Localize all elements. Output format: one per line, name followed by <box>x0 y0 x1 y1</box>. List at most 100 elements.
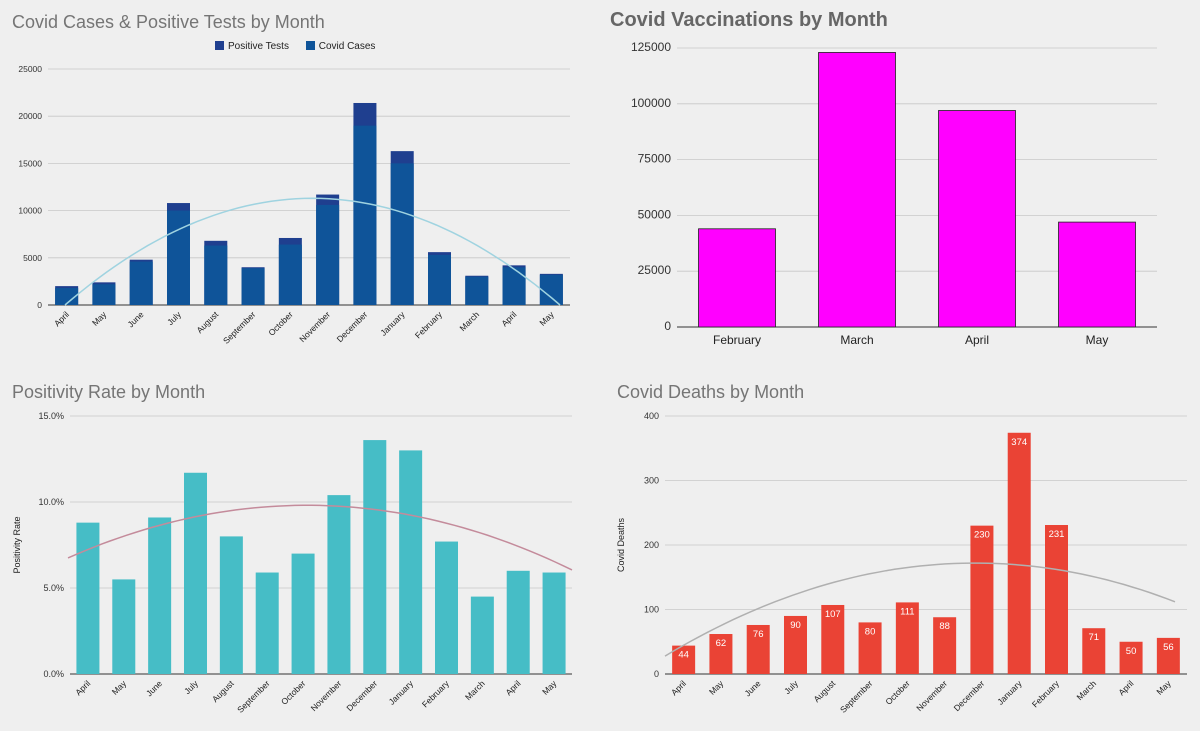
cases-chart-title: Covid Cases & Positive Tests by Month <box>12 12 325 32</box>
deaths-bar <box>1007 432 1031 674</box>
vacc-chart-group: 0 25000 50000 75000 100000 125000 February Marc… <box>631 40 1157 347</box>
deaths-bar <box>1119 641 1143 674</box>
deaths-bar <box>895 602 919 674</box>
pos-bar <box>112 579 136 674</box>
deaths-trendline <box>664 562 1176 657</box>
cases-ytick-label: 0 <box>37 300 42 310</box>
pos-xtick-label: December <box>344 678 379 713</box>
pos-xtick-label: October <box>279 678 308 707</box>
cases-bar-covid-cases <box>316 204 340 305</box>
deaths-ytick-label: 0 <box>654 669 659 679</box>
pos-xtick-label: March <box>463 678 487 702</box>
legend-covid-cases-label: Covid Cases <box>318 41 376 52</box>
deaths-xtick-label: January <box>995 678 1024 707</box>
cases-xtick-label: November <box>297 309 332 344</box>
cases-chart-group: 0 5000 10000 15000 20000 25000 April May June Jul… <box>18 64 570 346</box>
deaths-bar <box>821 604 845 674</box>
cases-bar-covid-cases <box>390 163 414 305</box>
deaths-ytick-label: 100 <box>644 605 659 615</box>
cases-xtick-label: August <box>194 309 220 335</box>
cases-xtick-label: October <box>266 309 295 338</box>
cases-bar-covid-cases <box>55 288 79 305</box>
pos-bar <box>255 572 279 674</box>
pos-xtick-label: September <box>235 678 272 715</box>
vacc-bar <box>698 228 776 328</box>
cases-bar-covid-cases <box>539 274 563 305</box>
deaths-xtick-label: October <box>883 678 912 707</box>
pos-bar <box>399 450 423 674</box>
vacc-bar <box>818 52 896 328</box>
pos-ylabel: Positivity Rate <box>12 516 22 573</box>
pos-ytick-label: 15.0% <box>38 411 64 421</box>
cases-xtick-label: April <box>499 309 518 328</box>
vacc-bar <box>938 110 1016 328</box>
cases-ytick-label: 10000 <box>18 206 42 216</box>
deaths-data-label: 62 <box>716 638 727 649</box>
vacc-chart-title: Covid Vaccinations by Month <box>610 9 888 31</box>
cases-bar-covid-cases <box>241 268 265 305</box>
deaths-data-label: 44 <box>678 650 689 661</box>
pos-xtick-label: August <box>210 678 236 704</box>
cases-xtick-label: February <box>413 309 445 341</box>
deaths-xtick-label: April <box>669 678 688 697</box>
cases-ytick-label: 25000 <box>18 64 42 74</box>
deaths-chart-title: Covid Deaths by Month <box>617 382 805 402</box>
pos-bar <box>148 517 172 674</box>
pos-bar <box>327 495 351 674</box>
cases-xtick-label: April <box>52 309 71 328</box>
deaths-bar <box>746 624 770 674</box>
deaths-data-label: 80 <box>865 626 876 637</box>
deaths-bar <box>709 634 733 674</box>
cases-ytick-label: 15000 <box>18 158 42 168</box>
deaths-chart-group: 0 100 200 300 400 Covid Deaths 44 April 62 May 76 J… <box>616 411 1187 715</box>
deaths-data-label: 88 <box>939 621 950 632</box>
pos-ytick-label: 0.0% <box>43 669 64 679</box>
deaths-data-label: 231 <box>1049 529 1065 540</box>
deaths-bar <box>1156 637 1180 674</box>
cases-bar-covid-cases <box>465 276 489 305</box>
vacc-xtick-label: April <box>965 333 989 347</box>
pos-bar <box>506 570 530 674</box>
deaths-xtick-label: December <box>952 678 987 713</box>
deaths-bar <box>858 622 882 674</box>
deaths-data-label: 50 <box>1126 646 1137 657</box>
pos-xtick-label: February <box>420 678 452 710</box>
vacc-bar <box>1058 221 1136 328</box>
deaths-ylabel: Covid Deaths <box>616 517 626 572</box>
pos-xtick-label: June <box>144 678 164 698</box>
pos-bar <box>291 553 315 674</box>
cases-bar-covid-cases <box>353 125 377 305</box>
vacc-ytick-label: 125000 <box>631 40 671 54</box>
pos-xtick-label: April <box>73 678 92 697</box>
pos-chart-title: Positivity Rate by Month <box>12 382 206 402</box>
deaths-ytick-label: 400 <box>644 411 659 421</box>
deaths-bar <box>970 525 994 674</box>
legend-positive-tests-swatch <box>215 41 224 50</box>
deaths-xtick-label: April <box>1116 678 1135 697</box>
vacc-xtick-label: February <box>713 333 761 347</box>
pos-bar <box>76 522 100 674</box>
deaths-data-label: 71 <box>1088 632 1099 643</box>
cases-xtick-label: March <box>457 309 481 333</box>
deaths-xtick-label: November <box>914 678 949 713</box>
deaths-data-label: 111 <box>900 606 914 617</box>
cases-xtick-label: January <box>378 309 407 338</box>
deaths-xtick-label: February <box>1030 678 1062 710</box>
cases-bar-covid-cases <box>92 284 116 305</box>
deaths-bar <box>672 645 696 674</box>
vacc-ytick-label: 50000 <box>638 207 672 221</box>
deaths-xtick-label: June <box>743 678 763 698</box>
pos-xtick-label: November <box>309 678 344 713</box>
pos-bar <box>219 536 243 674</box>
legend-covid-cases-swatch <box>305 41 315 50</box>
cases-xtick-label: May <box>90 309 109 328</box>
cases-xtick-label: June <box>126 309 146 329</box>
vacc-ytick-label: 100000 <box>631 96 671 110</box>
deaths-xtick-label: May <box>1154 678 1173 697</box>
cases-xtick-label: December <box>335 309 370 344</box>
pos-xtick-label: January <box>387 678 416 707</box>
deaths-bar <box>1045 525 1068 674</box>
cases-xtick-label: September <box>221 309 258 346</box>
pos-xtick-label: May <box>540 678 559 697</box>
deaths-data-label: 374 <box>1011 437 1027 448</box>
